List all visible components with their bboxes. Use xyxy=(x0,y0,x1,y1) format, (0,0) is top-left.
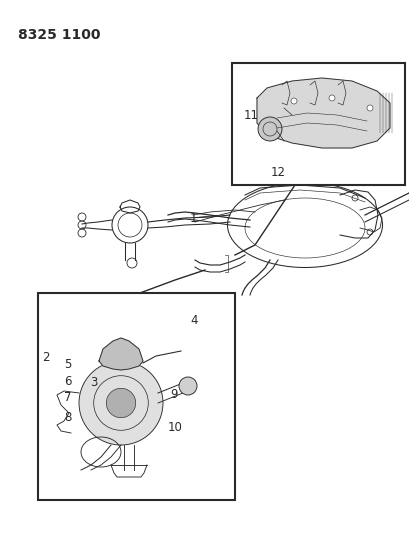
Circle shape xyxy=(257,117,281,141)
Bar xyxy=(38,293,234,500)
Text: 9: 9 xyxy=(170,389,177,401)
Bar xyxy=(231,63,404,185)
Text: 4: 4 xyxy=(189,313,197,327)
Text: 11: 11 xyxy=(243,109,258,122)
Circle shape xyxy=(366,105,372,111)
Circle shape xyxy=(290,98,296,104)
Text: 8325 1100: 8325 1100 xyxy=(18,28,100,42)
Text: 3: 3 xyxy=(90,376,97,390)
Circle shape xyxy=(79,361,163,445)
Polygon shape xyxy=(256,78,389,148)
Circle shape xyxy=(106,389,135,418)
Text: 5: 5 xyxy=(64,359,71,372)
Text: 6: 6 xyxy=(64,376,71,389)
Circle shape xyxy=(179,377,196,395)
Circle shape xyxy=(328,95,334,101)
Text: 1: 1 xyxy=(189,212,197,224)
Text: 8: 8 xyxy=(64,411,71,424)
Polygon shape xyxy=(99,338,143,370)
Text: 7: 7 xyxy=(64,392,71,405)
Text: 12: 12 xyxy=(270,166,285,180)
Text: 2: 2 xyxy=(42,351,49,365)
Text: 10: 10 xyxy=(168,422,182,434)
